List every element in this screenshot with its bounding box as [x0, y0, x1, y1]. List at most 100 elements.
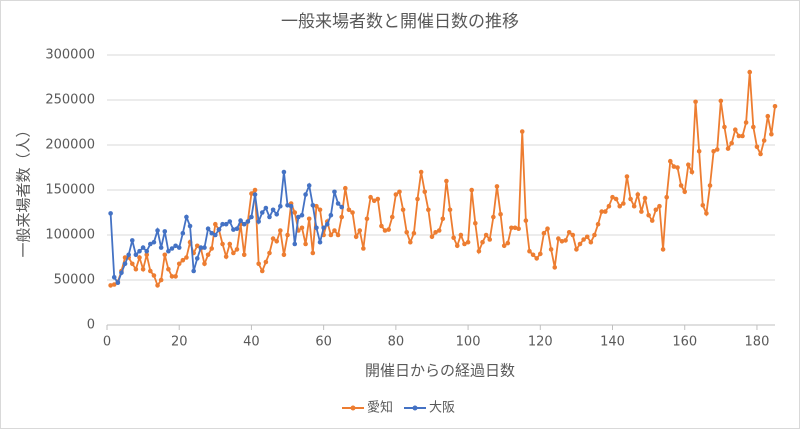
data-point: [148, 268, 153, 274]
data-point: [256, 261, 261, 267]
data-point: [278, 203, 283, 209]
data-point: [328, 232, 334, 238]
data-point: [534, 256, 539, 261]
data-point: [563, 238, 568, 243]
data-point: [751, 124, 756, 130]
data-point: [498, 212, 503, 217]
data-point: [108, 211, 113, 216]
data-point: [314, 203, 319, 209]
data-point: [382, 228, 388, 233]
data-point: [689, 169, 695, 175]
data-point: [693, 99, 698, 105]
data-point: [761, 138, 767, 143]
data-point: [523, 218, 529, 223]
data-point: [364, 216, 370, 222]
x-tick-label: 60: [315, 335, 332, 350]
data-point: [545, 226, 550, 231]
data-point: [202, 245, 207, 250]
x-tick-label: 20: [171, 335, 188, 350]
data-point: [613, 196, 619, 202]
data-point: [570, 232, 576, 238]
data-point: [259, 268, 265, 274]
y-axis-label: 一般来場者数（人）: [15, 122, 33, 257]
data-point: [397, 189, 402, 195]
data-point: [216, 227, 222, 232]
data-point: [285, 203, 290, 208]
data-point: [303, 192, 308, 197]
x-tick-label: 100: [456, 335, 481, 350]
data-point: [288, 203, 294, 209]
data-point: [140, 245, 146, 250]
data-point: [758, 151, 763, 157]
data-point: [191, 268, 196, 274]
y-tick-label: 300000: [45, 48, 95, 63]
data-point: [220, 221, 225, 227]
data-point: [241, 252, 247, 258]
data-point: [444, 178, 449, 184]
data-point: [516, 226, 521, 231]
x-tick-label: 40: [243, 335, 260, 350]
data-point: [162, 252, 168, 258]
data-point: [743, 120, 749, 125]
y-tick-label: 250000: [45, 93, 95, 108]
data-point: [281, 252, 287, 258]
data-point: [621, 201, 626, 206]
x-tick-label: 180: [745, 335, 770, 350]
data-point: [436, 228, 442, 233]
legend-marker: [350, 405, 356, 411]
data-point: [111, 275, 117, 280]
data-point: [602, 209, 608, 214]
chart-title: 一般来場者数と開催日数の推移: [281, 12, 519, 32]
data-point: [122, 261, 128, 267]
data-point: [548, 247, 554, 252]
data-point: [462, 241, 467, 247]
data-point: [180, 257, 186, 263]
data-point: [447, 207, 453, 213]
y-tick-label: 150000: [45, 183, 95, 198]
data-point: [137, 255, 142, 260]
data-point: [306, 183, 312, 188]
data-point: [299, 212, 305, 218]
data-point: [494, 184, 500, 189]
data-point: [519, 129, 525, 134]
data-point: [194, 256, 200, 261]
data-point: [328, 212, 334, 218]
data-point: [158, 277, 164, 283]
data-point: [667, 158, 673, 164]
data-point: [646, 212, 651, 218]
data-point: [223, 221, 229, 227]
data-point: [740, 133, 745, 139]
data-point: [725, 146, 731, 151]
data-point: [400, 207, 406, 213]
data-point: [231, 227, 236, 232]
data-point: [682, 189, 688, 195]
data-point: [353, 234, 359, 240]
data-point: [509, 225, 514, 231]
data-point: [527, 248, 532, 254]
data-point: [231, 250, 236, 256]
data-point: [133, 266, 139, 272]
legend-label: 大阪: [429, 401, 455, 416]
data-point: [631, 203, 637, 209]
data-point: [711, 149, 716, 154]
data-point: [249, 214, 254, 220]
data-point: [129, 238, 135, 243]
data-point: [296, 214, 301, 220]
data-point: [628, 196, 633, 202]
data-point: [155, 283, 160, 288]
data-point: [162, 229, 168, 234]
data-point: [375, 196, 381, 202]
data-point: [389, 214, 395, 220]
data-point: [166, 248, 171, 254]
data-point: [487, 237, 493, 242]
data-point: [458, 232, 464, 238]
data-point: [144, 248, 150, 254]
data-point: [151, 273, 157, 278]
data-point: [184, 255, 189, 260]
data-point: [574, 247, 579, 252]
y-tick-label: 100000: [45, 228, 95, 243]
data-point: [675, 165, 680, 170]
data-point: [292, 241, 298, 247]
data-point: [115, 280, 121, 286]
data-point: [263, 205, 269, 211]
